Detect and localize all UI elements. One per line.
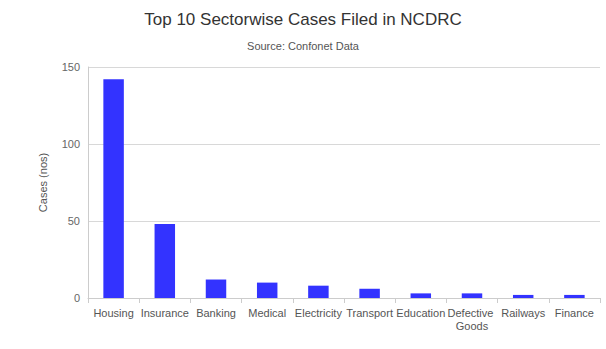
svg-text:100: 100 — [62, 138, 80, 150]
svg-text:Top 10 Sectorwise Cases Filed: Top 10 Sectorwise Cases Filed in NCDRC — [144, 10, 461, 29]
svg-text:Transport: Transport — [346, 307, 393, 319]
svg-text:Railways: Railways — [501, 307, 546, 319]
svg-text:Education: Education — [396, 307, 445, 319]
svg-text:Finance: Finance — [555, 307, 594, 319]
svg-text:Electricity: Electricity — [295, 307, 343, 319]
svg-text:Goods: Goods — [456, 320, 489, 332]
svg-text:0: 0 — [74, 292, 80, 304]
svg-text:Medical: Medical — [248, 307, 286, 319]
svg-text:Banking: Banking — [196, 307, 236, 319]
svg-text:Housing: Housing — [93, 307, 133, 319]
svg-text:50: 50 — [68, 215, 80, 227]
svg-text:Insurance: Insurance — [141, 307, 189, 319]
svg-text:Source: Confonet Data: Source: Confonet Data — [247, 40, 360, 52]
svg-text:Cases (nos): Cases (nos) — [37, 153, 49, 212]
svg-text:Defective: Defective — [448, 307, 497, 319]
svg-text:150: 150 — [62, 61, 80, 73]
